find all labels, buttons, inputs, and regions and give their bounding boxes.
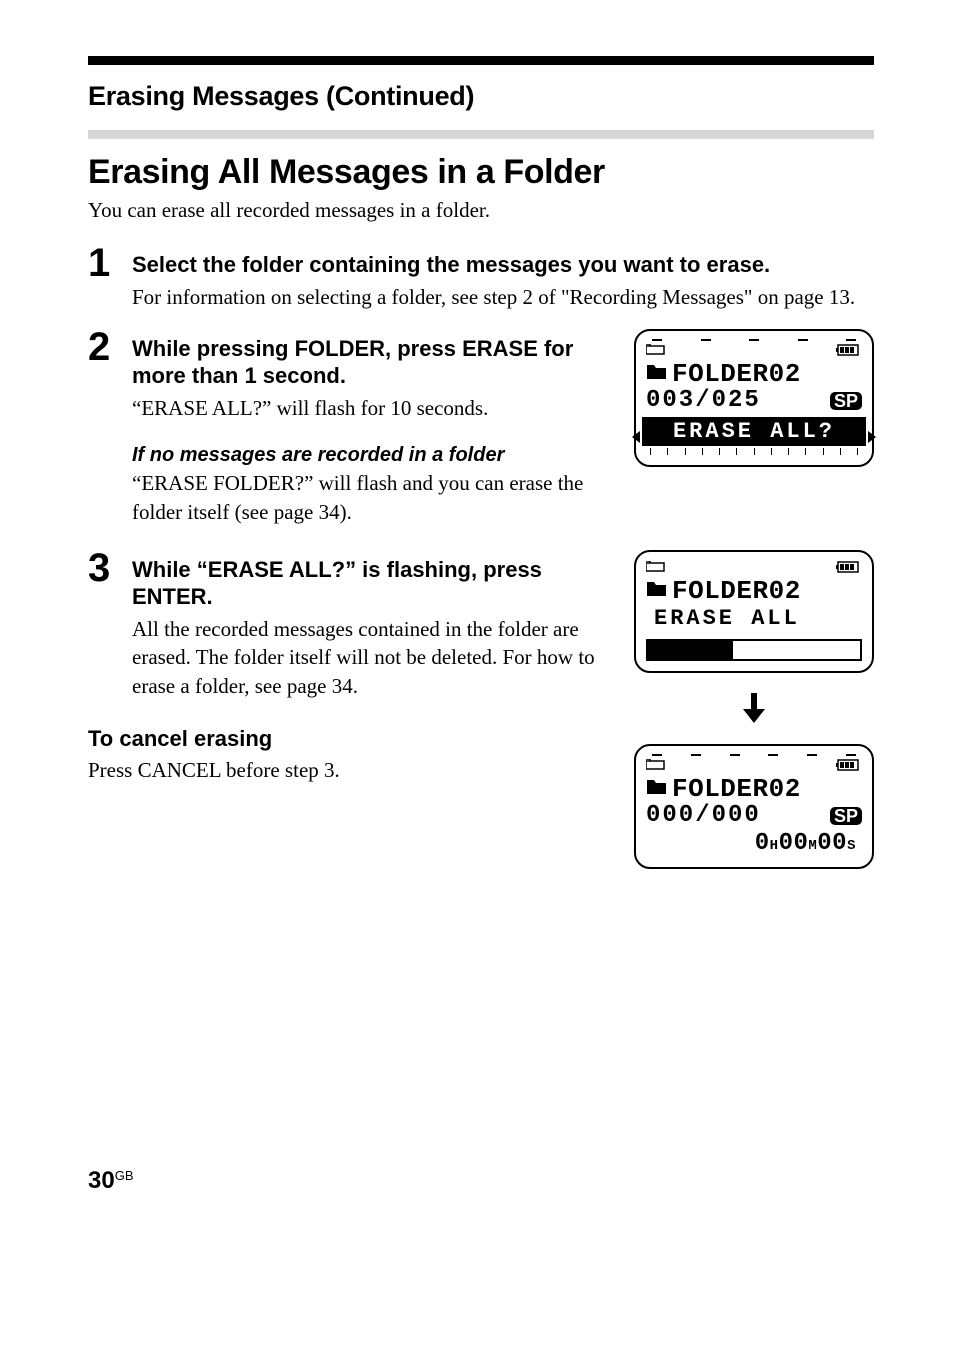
folder-icon: [646, 361, 668, 387]
sp-chip: SP: [830, 392, 862, 410]
progress-bar: [646, 639, 862, 661]
folder-label: FOLDER02: [672, 776, 801, 802]
flash-dashes-top: [646, 754, 862, 756]
step-3-head: While “ERASE ALL?” is flashing, press EN…: [132, 556, 606, 611]
unit-h: H: [770, 838, 779, 854]
step-2-text: “ERASE ALL?” will flash for 10 seconds.: [132, 394, 606, 422]
step-3-row: 3 While “ERASE ALL?” is flashing, press …: [88, 550, 874, 887]
top-rule-thick: [88, 56, 874, 65]
step-2-head: While pressing FOLDER, press ERASE for m…: [132, 335, 606, 390]
page-number: 30: [88, 1167, 115, 1194]
cancel-head: To cancel erasing: [88, 726, 606, 752]
record-indicator-icon: [646, 759, 668, 771]
lcd3-time: 0H00M00S: [646, 830, 862, 857]
header-continued: Erasing Messages (Continued): [88, 81, 874, 112]
lcd-screen-3: FOLDER02 000/000 SP 0H00M00S: [634, 744, 874, 869]
step-1: 1 Select the folder containing the messa…: [88, 245, 874, 311]
page-suffix: GB: [115, 1168, 134, 1183]
section-intro: You can erase all recorded messages in a…: [88, 198, 874, 223]
footer: 30GB: [88, 1167, 874, 1195]
step-number: 1: [88, 243, 132, 283]
record-indicator-icon: [646, 344, 668, 356]
lcd-screen-1: FOLDER02 003/025 SP ERASE ALL?: [634, 329, 874, 467]
lcd2-erase-line: ERASE ALL: [646, 606, 862, 631]
unit-s: S: [847, 838, 856, 854]
lcd3-counter: 000/000: [646, 804, 761, 828]
battery-icon: [836, 758, 862, 772]
folder-icon: [646, 776, 668, 802]
step-1-head: Select the folder containing the message…: [132, 251, 874, 279]
time-s: 00: [817, 830, 847, 857]
unit-m: M: [808, 838, 817, 854]
step-number: 2: [88, 327, 132, 367]
flash-dashes-top: [646, 339, 862, 341]
step-3: 3 While “ERASE ALL?” is flashing, press …: [88, 550, 606, 700]
battery-icon: [836, 343, 862, 357]
step-2-subtext: “ERASE FOLDER?” will flash and you can e…: [132, 469, 606, 526]
folder-icon: [646, 578, 668, 604]
step-2-subhead: If no messages are recorded in a folder: [132, 444, 606, 467]
lcd1-counter: 003/025: [646, 389, 761, 413]
step-3-text: All the recorded messages contained in t…: [132, 615, 606, 700]
top-rule-thin: [88, 130, 874, 139]
page: Erasing Messages (Continued) Erasing All…: [0, 0, 954, 1245]
folder-label: FOLDER02: [672, 361, 801, 387]
flash-ticks-bottom: [646, 448, 862, 455]
battery-icon: [836, 560, 862, 574]
arrow-down-icon: [634, 691, 874, 730]
progress-fill: [648, 641, 733, 659]
step-1-text: For information on selecting a folder, s…: [132, 283, 874, 311]
erase-all-banner-text: ERASE ALL?: [673, 419, 835, 444]
step-number: 3: [88, 548, 132, 588]
step-2: 2 While pressing FOLDER, press ERASE for…: [88, 329, 606, 526]
folder-label: FOLDER02: [672, 578, 801, 604]
time-m: 00: [779, 830, 809, 857]
section-title: Erasing All Messages in a Folder: [88, 153, 874, 192]
lcd1-banner: ERASE ALL?: [642, 417, 866, 446]
cancel-text: Press CANCEL before step 3.: [88, 756, 606, 784]
step-2-row: 2 While pressing FOLDER, press ERASE for…: [88, 329, 874, 544]
lcd-screen-2: FOLDER02 ERASE ALL: [634, 550, 874, 673]
sp-chip: SP: [830, 807, 862, 825]
record-indicator-icon: [646, 561, 668, 573]
time-h: 0: [755, 830, 770, 857]
